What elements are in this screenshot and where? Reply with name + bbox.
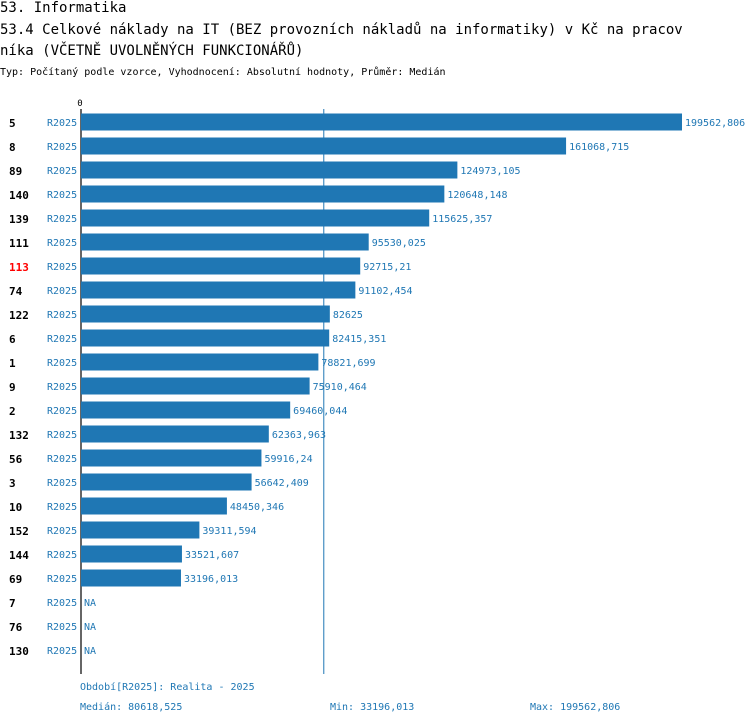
period-label: R2025: [47, 334, 77, 345]
data-label: 95530,025: [372, 238, 426, 249]
bar: [81, 305, 330, 323]
period-label: R2025: [47, 454, 77, 465]
period-label: R2025: [47, 550, 77, 561]
footer-max: Max: 199562,806: [530, 702, 621, 713]
bar: [81, 569, 181, 587]
bar: [81, 449, 262, 467]
category-label: 7: [9, 597, 16, 610]
data-label: 48450,346: [230, 502, 284, 513]
category-label: 89: [9, 165, 22, 178]
period-label: R2025: [47, 574, 77, 585]
bar: [81, 185, 445, 203]
category-label: 9: [9, 381, 16, 394]
category-label: 10: [9, 501, 22, 514]
footer-period: Období[R2025]: Realita - 2025: [80, 682, 255, 693]
data-label: NA: [84, 622, 96, 633]
category-label: 140: [9, 189, 29, 202]
bar: [81, 209, 430, 227]
category-label: 8: [9, 141, 16, 154]
period-label: R2025: [47, 622, 77, 633]
data-label: 82625: [333, 310, 363, 321]
chart-title-line1: 53.4 Celkové náklady na IT (BEZ provozní…: [0, 22, 683, 38]
bar: [81, 233, 369, 251]
category-label: 1: [9, 357, 16, 370]
category-label: 113: [9, 261, 29, 274]
bar: [81, 401, 291, 419]
period-label: R2025: [47, 478, 77, 489]
category-label: 74: [9, 285, 23, 298]
bar: [81, 497, 227, 515]
category-label: 132: [9, 429, 29, 442]
category-label: 69: [9, 573, 22, 586]
data-label: 92715,21: [363, 262, 411, 273]
category-label: 122: [9, 309, 29, 322]
period-label: R2025: [47, 430, 77, 441]
data-label: 82415,351: [332, 334, 386, 345]
period-label: R2025: [47, 646, 77, 657]
period-label: R2025: [47, 142, 77, 153]
data-label: 161068,715: [569, 142, 629, 153]
category-label: 3: [9, 477, 16, 490]
bar: [81, 161, 458, 179]
category-label: 56: [9, 453, 23, 466]
data-label: 78821,699: [321, 358, 375, 369]
data-label: NA: [84, 646, 96, 657]
period-label: R2025: [47, 238, 77, 249]
bar: [81, 137, 567, 155]
data-label: 199562,806: [685, 118, 745, 129]
category-label: 139: [9, 213, 29, 226]
period-label: R2025: [47, 358, 77, 369]
category-label: 144: [9, 549, 29, 562]
bar: [81, 329, 330, 347]
period-label: R2025: [47, 526, 77, 537]
data-label: 124973,105: [460, 166, 520, 177]
category-label: 152: [9, 525, 29, 538]
data-label: 120648,148: [447, 190, 507, 201]
data-label: 56642,409: [255, 478, 309, 489]
category-label: 6: [9, 333, 16, 346]
data-label: 115625,357: [432, 214, 492, 225]
bar: [81, 281, 356, 299]
data-label: NA: [84, 598, 96, 609]
footer-median: Medián: 80618,525: [80, 702, 183, 713]
period-label: R2025: [47, 190, 77, 201]
category-label: 5: [9, 117, 16, 130]
period-label: R2025: [47, 286, 77, 297]
period-label: R2025: [47, 502, 77, 513]
bar-chart: 0 5 R2025 199562,806 8 R2025 161068,715 89 R2025…: [9, 99, 745, 674]
bar: [81, 353, 319, 371]
period-label: R2025: [47, 214, 77, 225]
period-label: R2025: [47, 406, 77, 417]
bar: [81, 377, 310, 395]
chart-title-line2: níka (VČETNĚ UVOLNĚNÝCH FUNKCIONÁŘŮ): [0, 43, 304, 59]
chart-subtitle: Typ: Počítaný podle vzorce, Vyhodnocení:…: [0, 67, 446, 78]
period-label: R2025: [47, 262, 77, 273]
bar: [81, 113, 682, 131]
category-label: 76: [9, 621, 23, 634]
period-label: R2025: [47, 166, 77, 177]
bar: [81, 473, 252, 491]
bar: [81, 521, 200, 539]
data-label: 59916,24: [264, 454, 312, 465]
footer-min: Min: 33196,013: [330, 702, 415, 713]
period-label: R2025: [47, 310, 77, 321]
bar: [81, 425, 269, 443]
period-label: R2025: [47, 118, 77, 129]
axis-zero-label: 0: [77, 99, 82, 109]
category-label: 2: [9, 405, 16, 418]
data-label: 39311,594: [202, 526, 256, 537]
data-label: 75910,464: [313, 382, 367, 393]
data-label: 91102,454: [358, 286, 412, 297]
category-label: 111: [9, 237, 29, 250]
bar: [81, 257, 361, 275]
period-label: R2025: [47, 382, 77, 393]
data-label: 69460,044: [293, 406, 347, 417]
data-label: 33521,607: [185, 550, 239, 561]
bar: [81, 545, 182, 563]
period-label: R2025: [47, 598, 77, 609]
section-title: 53. Informatika: [0, 0, 127, 16]
data-label: 62363,963: [272, 430, 326, 441]
data-label: 33196,013: [184, 574, 238, 585]
category-label: 130: [9, 645, 29, 658]
